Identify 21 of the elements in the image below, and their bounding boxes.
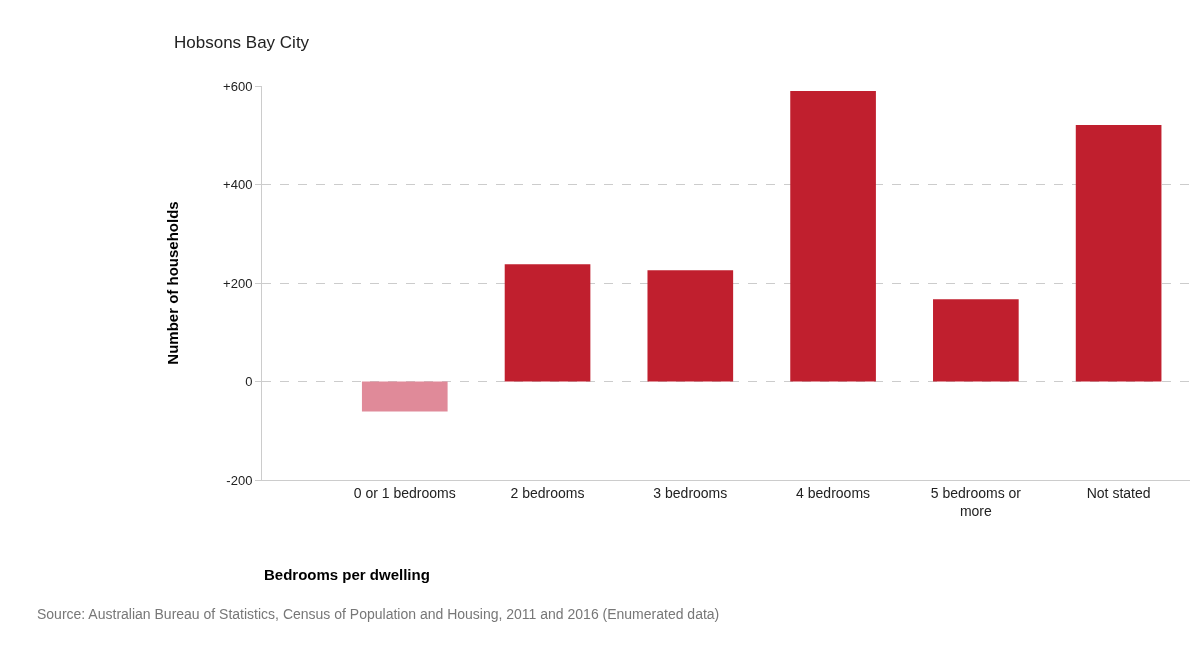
x-tick-label: 4 bedrooms xyxy=(796,484,871,501)
x-axis-title: Bedrooms per dwelling xyxy=(264,566,430,583)
bar xyxy=(1075,124,1162,382)
bar xyxy=(361,381,448,412)
y-tick-label: +600 xyxy=(223,78,253,94)
bar xyxy=(933,299,1019,382)
x-tick-label: Not stated xyxy=(1086,484,1151,501)
y-axis-title: Number of households xyxy=(164,201,182,365)
y-tick-label: +200 xyxy=(223,275,253,291)
bar xyxy=(647,270,734,382)
bar xyxy=(790,90,876,382)
chart-title: Hobsons Bay City xyxy=(174,32,310,52)
x-tick-label: 3 bedrooms xyxy=(653,484,728,501)
x-tick-label: 0 or 1 bedrooms xyxy=(353,484,456,501)
x-tick-label: 2 bedrooms xyxy=(510,484,585,501)
x-tick-label: 5 bedrooms or more xyxy=(930,484,1022,519)
y-tick-label: 0 xyxy=(245,374,253,390)
source-note: Source: Australian Bureau of Statistics, Census of Population and Housing, 2011 and 2016 (Enumerated data) xyxy=(37,606,720,622)
y-tick-label: -200 xyxy=(226,472,253,488)
y-tick-label: +400 xyxy=(223,177,253,193)
bar xyxy=(504,264,591,382)
